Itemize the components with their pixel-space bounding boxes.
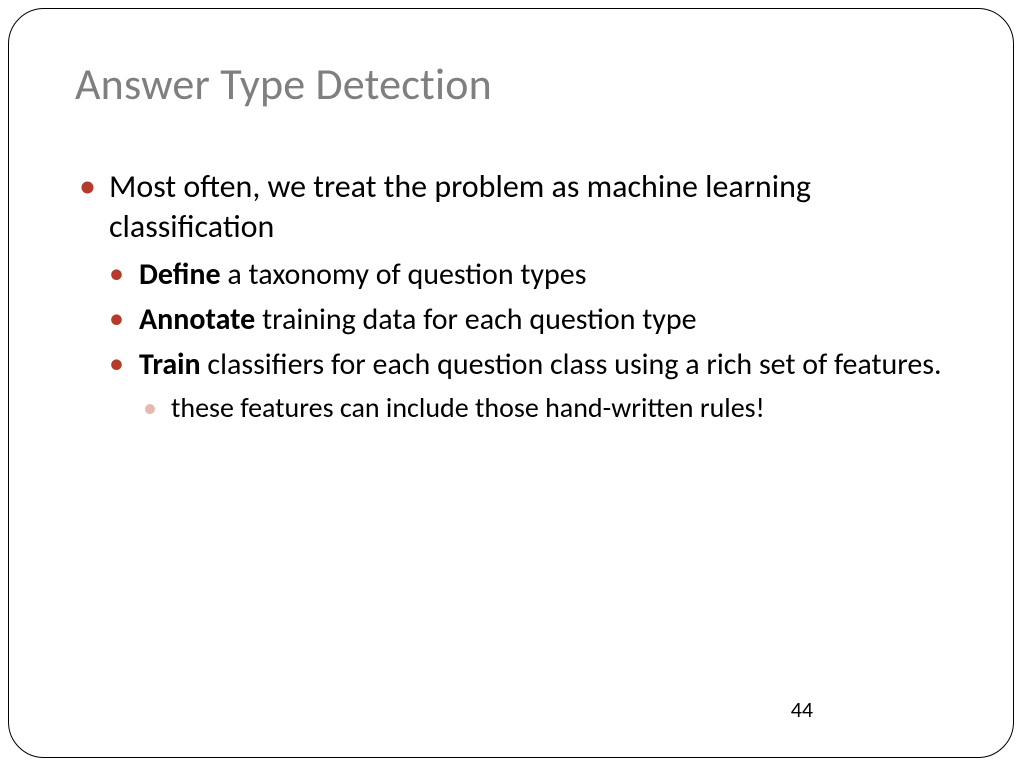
bullet-rest: a taxonomy of question types xyxy=(221,256,587,293)
bullet-lvl2-define: Define a taxonomy of question types xyxy=(109,255,953,294)
bullet-lvl3: these features can include those hand-wr… xyxy=(143,390,953,426)
bullet-lvl2-annotate: Annotate training data for each question… xyxy=(109,300,953,339)
slide-title: Answer Type Detection xyxy=(75,57,492,111)
bullet-rest: training data for each question type xyxy=(255,301,696,338)
slide-content: Most often, we treat the problem as mach… xyxy=(75,167,953,432)
page-number: 44 xyxy=(791,696,813,723)
bullet-lvl2-train: Train classifiers for each question clas… xyxy=(109,345,953,384)
bullet-bold: Train xyxy=(139,346,201,383)
bullet-rest: classifiers for each question class usin… xyxy=(201,346,942,383)
bullet-bold: Annotate xyxy=(139,301,255,338)
bullet-lvl1: Most often, we treat the problem as mach… xyxy=(75,167,953,247)
slide-frame: Answer Type Detection Most often, we tre… xyxy=(8,8,1014,758)
bullet-bold: Define xyxy=(139,256,221,293)
